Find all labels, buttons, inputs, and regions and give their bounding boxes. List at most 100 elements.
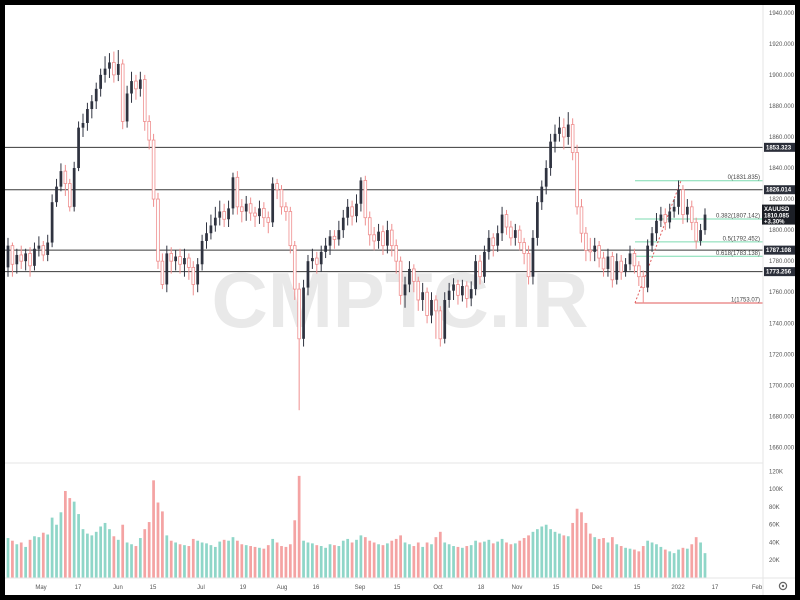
candle-body bbox=[641, 276, 646, 288]
settings-gear-icon[interactable] bbox=[778, 581, 788, 591]
volume-bar bbox=[271, 538, 275, 578]
time-tick-label: 18 bbox=[478, 585, 485, 591]
candle-body bbox=[94, 88, 98, 102]
candle-body bbox=[37, 245, 41, 249]
volume-bar bbox=[650, 542, 654, 578]
time-tick-label: Dec bbox=[592, 585, 603, 591]
volume-bar bbox=[584, 522, 588, 578]
candle-body bbox=[235, 176, 240, 208]
level-price-tag bbox=[764, 245, 795, 255]
candle-body bbox=[408, 268, 411, 285]
volume-bar bbox=[253, 546, 257, 578]
price-chart[interactable]: CMPTC.IR 0(1831.835)0.382(1807.142)0.5(1… bbox=[5, 5, 795, 595]
price-tick-label: 1900.000 bbox=[769, 73, 795, 79]
candle-body bbox=[584, 232, 588, 251]
volume-bar bbox=[655, 544, 658, 578]
candle-body bbox=[72, 168, 76, 207]
candle-body bbox=[240, 206, 244, 212]
volume-bar bbox=[249, 546, 252, 578]
current-price-label: 1810.085 bbox=[764, 214, 790, 220]
volume-bar bbox=[610, 537, 614, 578]
candle-body bbox=[699, 230, 702, 241]
volume-bar bbox=[37, 537, 41, 578]
chart-background bbox=[5, 5, 795, 595]
price-tick-label: 1760.000 bbox=[769, 290, 795, 296]
volume-bar bbox=[284, 546, 288, 578]
candle-body bbox=[549, 141, 552, 169]
price-tags: 1853.3231826.0141787.1081773.256XAUUSD18… bbox=[762, 142, 795, 277]
volume-bar bbox=[262, 548, 266, 578]
volume-bar bbox=[535, 529, 539, 578]
candle-body bbox=[209, 225, 213, 234]
volume-bar bbox=[328, 544, 332, 578]
candle-body bbox=[456, 284, 460, 296]
volume-bar bbox=[549, 529, 552, 578]
volume-bar bbox=[28, 539, 32, 578]
time-tick-label: 15 bbox=[394, 585, 401, 591]
fib-level-label: 1(1753.07) bbox=[731, 297, 760, 303]
candle-body bbox=[655, 220, 658, 234]
volume-bar bbox=[11, 540, 14, 578]
volume-bar bbox=[381, 545, 385, 578]
candle-body bbox=[685, 206, 689, 215]
candle-body bbox=[465, 285, 469, 299]
volume-bar bbox=[628, 548, 632, 578]
time-axis[interactable]: May 17 Jun 15 Jul 19 Aug 16 Sep 15 Oct 18 Nov 15 Dec 15… bbox=[35, 585, 763, 591]
volume-bar bbox=[633, 549, 636, 578]
volume-bar bbox=[575, 508, 579, 578]
candle-body bbox=[134, 80, 138, 90]
volume-bar bbox=[112, 536, 116, 578]
candle-body bbox=[367, 217, 372, 236]
volume-bar bbox=[425, 542, 429, 578]
candle-body bbox=[517, 229, 522, 243]
volume-bar bbox=[205, 543, 208, 578]
candle-body bbox=[77, 127, 80, 169]
candle-body bbox=[491, 237, 496, 247]
candle-body bbox=[142, 79, 147, 122]
volume-bar bbox=[213, 546, 217, 578]
volume-bar bbox=[412, 546, 416, 578]
time-tick-label: 15 bbox=[150, 585, 157, 591]
candle-body bbox=[10, 245, 15, 265]
candle-body bbox=[668, 211, 672, 223]
volume-bar bbox=[121, 524, 125, 578]
volume-bar bbox=[408, 544, 411, 578]
time-tick-label: 16 bbox=[313, 585, 320, 591]
candle-body bbox=[244, 203, 248, 212]
candle-body bbox=[279, 189, 284, 208]
candle-body bbox=[588, 249, 593, 253]
support-resistance-levels bbox=[5, 146, 763, 273]
candle-body bbox=[284, 206, 288, 212]
candle-body bbox=[55, 186, 58, 203]
volume-bar bbox=[469, 545, 473, 578]
volume-bar bbox=[266, 545, 270, 578]
volume-bar bbox=[553, 531, 557, 578]
volume-bar bbox=[156, 502, 160, 578]
time-tick-label: Sep bbox=[355, 585, 366, 591]
candle-body bbox=[19, 254, 24, 262]
candle-body bbox=[86, 109, 89, 123]
candle-body bbox=[526, 253, 531, 278]
candle-body bbox=[28, 253, 32, 267]
volume-bar bbox=[394, 538, 398, 578]
volume-bar bbox=[94, 531, 98, 578]
candle-body bbox=[553, 133, 557, 142]
candle-body bbox=[601, 257, 606, 270]
price-axis[interactable]: 1940.000 1920.000 1900.000 1880.000 1860.000… bbox=[769, 11, 795, 452]
volume-bar bbox=[72, 501, 76, 578]
level-price-tag-text: 1853.323 bbox=[766, 145, 792, 151]
candle-body bbox=[438, 310, 443, 340]
candle-body bbox=[694, 221, 698, 242]
volume-bar bbox=[293, 520, 297, 578]
volume-bar bbox=[19, 542, 23, 578]
price-tick-label: 1820.000 bbox=[769, 197, 795, 203]
candle-body bbox=[355, 203, 358, 217]
volume-bar bbox=[86, 533, 89, 578]
volume-bar bbox=[143, 529, 147, 578]
volume-bar bbox=[434, 537, 438, 578]
candle-body bbox=[108, 62, 111, 69]
volume-bar bbox=[41, 532, 45, 578]
volume-bar bbox=[59, 512, 63, 578]
candle-body bbox=[513, 230, 517, 238]
